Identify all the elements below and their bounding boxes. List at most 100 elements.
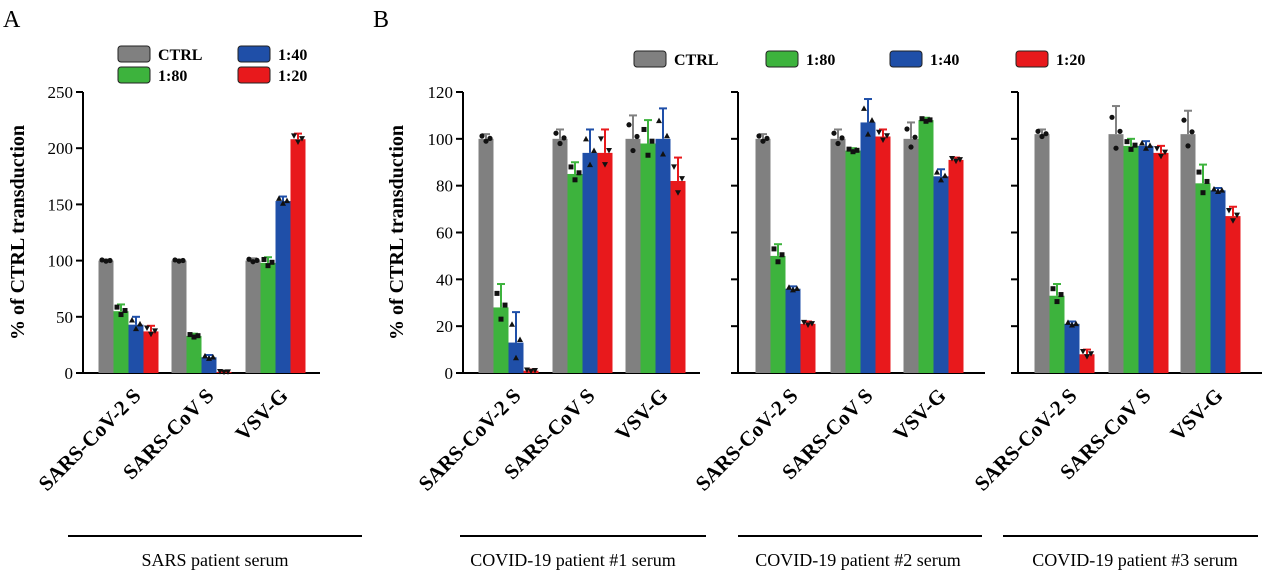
bar-sars-cov-s-ctrl [552,138,568,373]
replicate-point [191,334,197,340]
y-tick-label: 40 [436,270,453,289]
bar-vsv-g-ctrl [1180,134,1196,373]
replicate-point [779,252,785,258]
replicate-point [880,137,886,144]
legend-swatch-1-40-b [889,50,923,68]
y-tick-label: 20 [436,317,453,336]
replicate-point [202,352,208,359]
legend-label-ctrl-a: CTRL [158,47,202,64]
x-category-label: VSV-G [1165,384,1227,446]
bar-vsv-g-1-20 [1225,216,1241,373]
chart-panel-2: 0 20 40 60 80 100 120 % of CTRL transduction SAR… [386,83,706,570]
legend-label-1-40-a: 1:40 [278,47,307,64]
replicate-point [122,308,128,314]
replicate-point [1219,187,1225,193]
replicate-point [479,133,485,139]
replicate-point [1143,145,1149,151]
replicate-point [295,139,301,146]
x-category-label: VSV-G [610,384,672,446]
replicate-point [1132,142,1138,148]
replicate-point [938,176,944,183]
replicate-point [1215,188,1221,195]
legend-label-1-20-b: 1:20 [1056,52,1085,69]
replicate-point [794,285,800,291]
replicate-point [1069,321,1075,328]
replicate-point [756,133,762,139]
replicate-point [176,258,182,264]
replicate-point [144,325,150,332]
replicate-point [553,130,559,136]
replicate-point [876,129,882,136]
replicate-point [221,369,227,376]
replicate-point [934,169,940,175]
replicate-point [509,321,515,327]
bar-vsv-g-1-80 [918,120,934,373]
bar-sars-cov-2-s-1-40 [1064,323,1080,373]
replicate-point [1117,128,1123,134]
bar-sars-cov-s-1-40 [201,357,217,373]
bar-sars-cov-s-1-80 [567,173,583,373]
replicate-point [675,190,681,196]
replicate-point [1185,143,1191,149]
replicate-point [528,368,534,375]
replicate-point [602,162,608,168]
replicate-point [561,135,567,141]
replicate-point [630,147,636,154]
bar-sars-cov-2-s-1-80 [113,311,129,373]
replicate-point [129,316,135,323]
legend-swatch-1-20-b [1015,50,1049,68]
replicate-point [265,263,271,269]
replicate-point [1226,207,1232,214]
replicate-point [172,257,178,263]
legend-panel-b: CTRL 1:80 1:40 1:20 [633,50,1085,69]
group-caption: COVID-19 patient #3 serum [1032,550,1237,570]
replicate-point [152,328,158,334]
replicate-point [790,286,796,293]
y-tick-label: 0 [445,364,454,383]
bar-sars-cov-2-s-1-80 [1049,295,1065,373]
replicate-point [246,256,252,262]
legend-panel-a: CTRL 1:80 1:40 1:20 [117,45,307,85]
bar-sars-cov-s-1-40 [860,122,876,373]
replicate-point [846,146,852,152]
replicate-point [269,259,275,265]
replicate-point [498,316,504,322]
replicate-point [1035,128,1041,134]
replicate-point [210,354,216,360]
bar-sars-cov-2-s-1-40 [128,324,144,373]
chart-panel-1: 0 50 100 150 200 250 % of CTRL transduction SAR… [7,83,362,570]
bar-vsv-g-1-20 [670,180,686,373]
replicate-point [1147,142,1153,148]
replicate-point [850,149,856,155]
bar-sars-cov-s-1-20 [1153,152,1169,373]
bar-sars-cov-s-1-20 [875,136,891,373]
legend-label-1-80-a: 1:80 [158,68,187,85]
replicate-point [805,322,811,328]
replicate-point [195,333,201,339]
replicate-point [1113,145,1119,151]
replicate-point [1088,351,1094,357]
legend-swatch-1-20-a [237,66,271,84]
y-tick-label: 0 [65,364,74,383]
replicate-point [1139,140,1145,146]
replicate-point [587,161,593,168]
replicate-point [634,133,640,140]
replicate-point [572,177,578,183]
bar-sars-cov-s-1-20 [597,152,613,373]
replicate-point [1058,292,1064,298]
replicate-point [645,152,651,158]
replicate-point [1124,139,1130,145]
bar-sars-cov-2-s-1-80 [770,255,786,373]
legend-swatch-ctrl-a [117,45,151,63]
legend-label-1-20-a: 1:20 [278,68,307,85]
y-tick-label: 100 [48,252,74,271]
replicate-point [775,259,781,265]
replicate-point [180,257,186,264]
replicate-point [148,331,154,338]
replicate-point [187,332,193,338]
replicate-point [626,122,632,128]
x-category-label: SARS-CoV-2 S [970,384,1082,496]
replicate-point [225,369,231,375]
